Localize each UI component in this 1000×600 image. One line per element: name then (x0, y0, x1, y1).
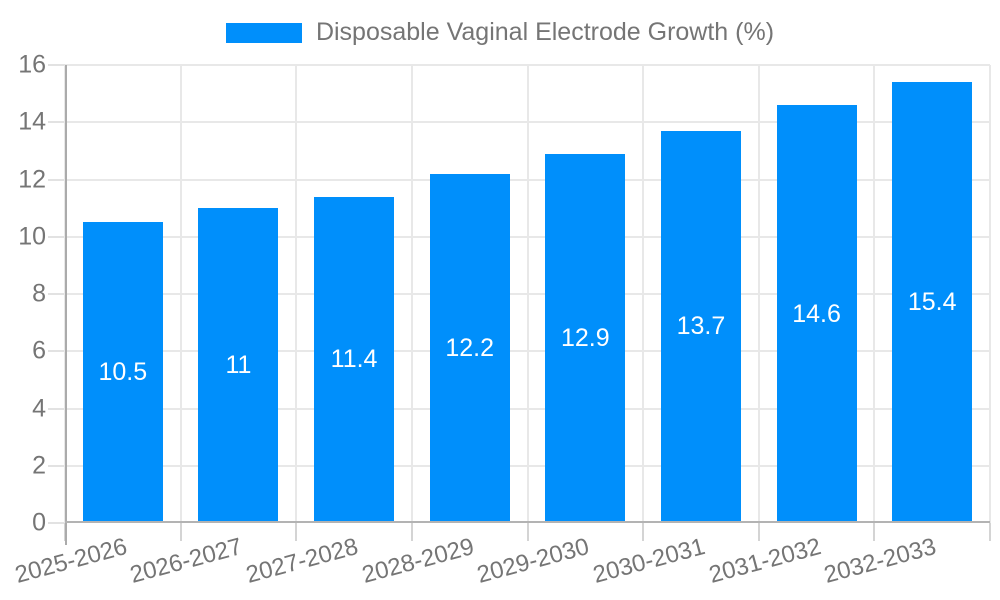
legend-label: Disposable Vaginal Electrode Growth (%) (315, 18, 775, 46)
x-gridline (873, 65, 876, 523)
y-axis-tick-label: 6 (32, 336, 46, 365)
y-axis-tick (48, 522, 65, 524)
x-axis-tick (526, 523, 529, 541)
x-gridline (410, 65, 413, 523)
x-axis-line (65, 521, 990, 523)
y-axis-tick-label: 0 (32, 508, 46, 537)
bar-value-label: 14.6 (792, 299, 841, 328)
y-axis-tick-label: 10 (18, 222, 46, 251)
bar: 13.7 (660, 130, 741, 523)
x-axis-tick (642, 523, 645, 541)
legend-swatch (225, 22, 302, 43)
y-axis-tick (48, 121, 65, 124)
x-axis-tick (873, 523, 876, 541)
x-axis-tick (989, 523, 991, 541)
x-gridline (642, 65, 645, 523)
x-axis-tick (179, 523, 182, 541)
bar-value-label: 11 (225, 351, 252, 380)
y-axis-tick-label: 2 (32, 451, 46, 480)
bar: 10.5 (82, 222, 163, 523)
x-gridline (179, 65, 182, 523)
bar-value-label: 12.9 (560, 323, 610, 352)
y-axis-line (65, 65, 67, 545)
bar: 11 (198, 208, 279, 523)
y-axis-tick (48, 235, 65, 238)
bar-value-label: 13.7 (676, 312, 726, 341)
bar: 12.9 (545, 153, 626, 523)
y-axis-tick (48, 64, 65, 66)
bar: 11.4 (314, 196, 395, 523)
y-axis-tick (48, 407, 65, 410)
bar: 14.6 (776, 105, 857, 523)
x-gridline (526, 65, 529, 523)
x-axis-tick (410, 523, 413, 541)
y-axis-tick (48, 293, 65, 295)
x-gridline (295, 65, 298, 523)
bar-value-label: 10.5 (98, 358, 148, 387)
legend: Disposable Vaginal Electrode Growth (%) (0, 18, 1000, 47)
bar-value-label: 11.4 (330, 345, 378, 374)
x-axis-tick (295, 523, 298, 541)
bar-value-label: 15.4 (907, 288, 957, 317)
bar: 15.4 (892, 82, 973, 523)
y-axis-tick-label: 16 (18, 50, 46, 79)
x-gridline (989, 65, 991, 523)
plot-area: 0 2 4 6 8 10 12 14 16 10.5 11 11.4 12.2 12.9 13.7 14.6 1… (12, 51, 991, 589)
x-axis-tick (757, 523, 760, 541)
y-axis-tick-label: 14 (18, 107, 46, 136)
bar: 12.2 (429, 173, 510, 523)
bar-value-label: 12.2 (445, 333, 495, 362)
y-axis-tick (48, 178, 65, 181)
y-axis-tick-label: 8 (32, 279, 46, 308)
y-axis-tick-label: 4 (32, 394, 46, 422)
y-axis-tick (48, 464, 65, 467)
x-gridline (757, 65, 760, 523)
y-axis-tick-label: 12 (18, 165, 46, 193)
y-axis-tick (48, 350, 65, 353)
